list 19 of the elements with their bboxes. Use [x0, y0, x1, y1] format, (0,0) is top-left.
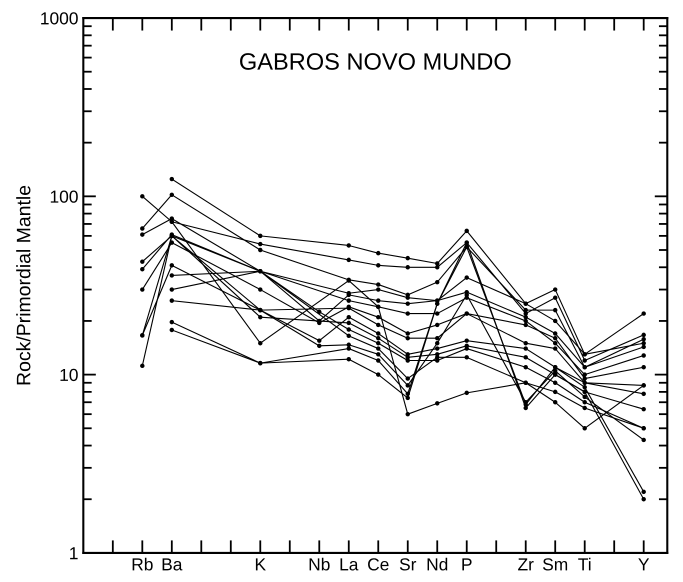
x-tick-label: Nb: [310, 558, 330, 571]
x-tick-label: Ce: [368, 558, 389, 571]
y-tick-label: 100: [50, 190, 78, 203]
y-tick-label: 1: [70, 547, 78, 560]
x-tick-label: Rb: [132, 558, 153, 571]
x-tick-label: Nd: [428, 558, 448, 571]
text: GABROS NOVO MUNDO: [240, 53, 511, 70]
x-tick-label: Zr: [518, 558, 534, 570]
x-tick-label: K: [256, 558, 266, 570]
x-tick-label: Ba: [162, 558, 182, 571]
x-tick-label: La: [340, 558, 358, 571]
x-tick-label: Sm: [542, 558, 568, 571]
x-tick-label: Y: [638, 558, 650, 570]
x-tick-label: Sr: [400, 558, 416, 571]
y-axis-title: Rock/Primordial Mantle: [16, 186, 30, 384]
x-tick-label: Ti: [578, 558, 590, 570]
y-tick-label: 1000: [41, 12, 78, 25]
x-tick-label: P: [462, 558, 472, 570]
y-tick-label: 10: [60, 368, 78, 382]
